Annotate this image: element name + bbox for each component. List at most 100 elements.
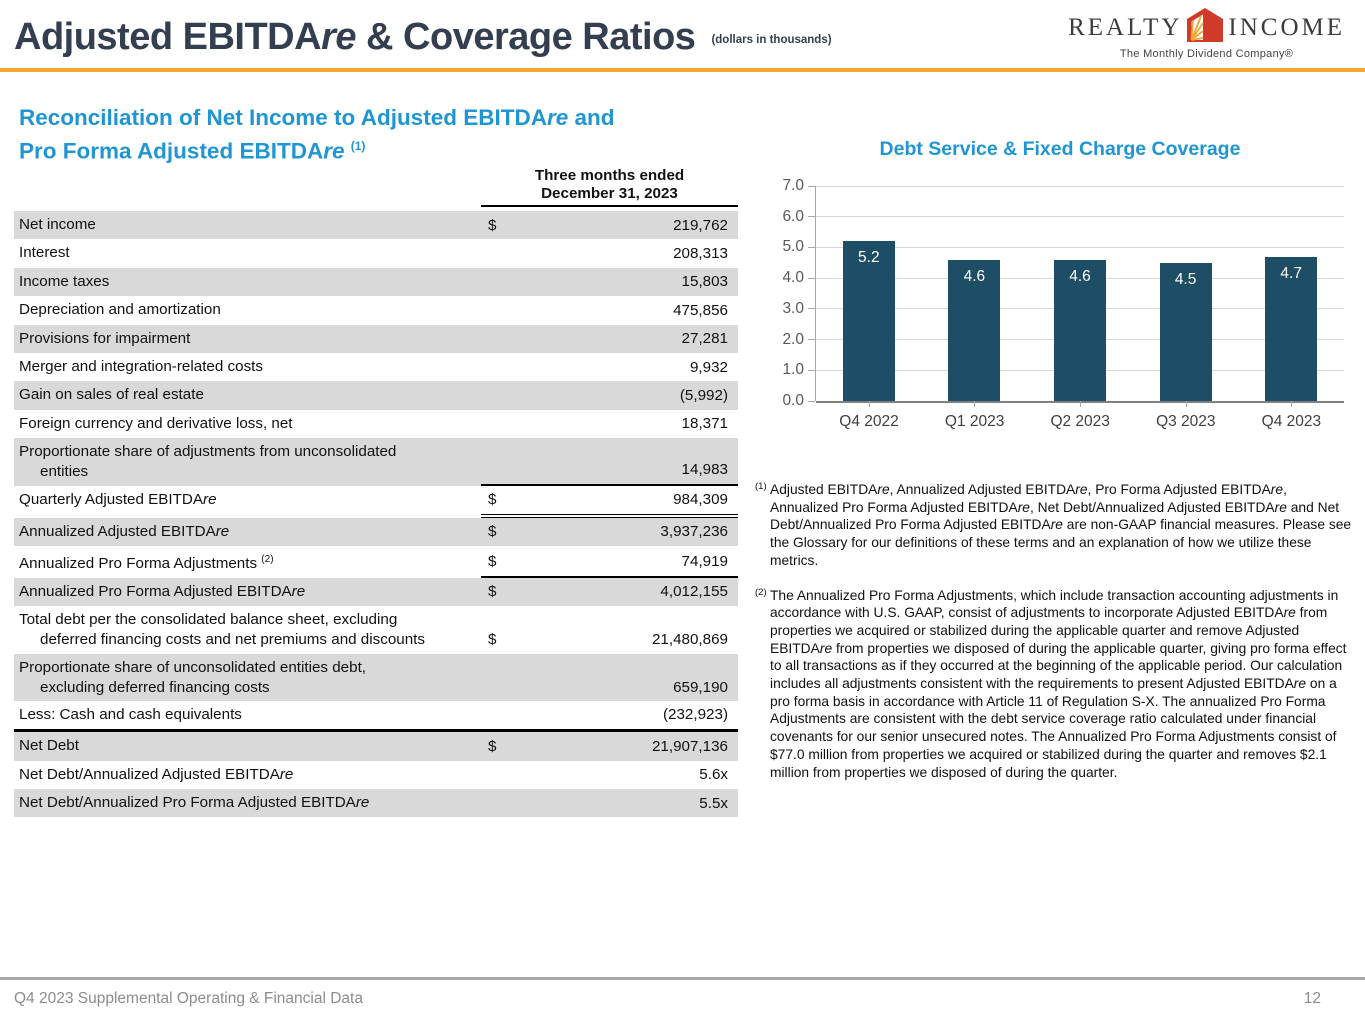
row-values: 27,281 xyxy=(481,325,738,353)
y-axis-label: 1.0 xyxy=(782,361,804,379)
column-header-line1: Three months ended xyxy=(534,167,685,184)
units-note: (dollars in thousands) xyxy=(711,34,832,46)
y-axis-label: 2.0 xyxy=(782,330,804,348)
footer-divider xyxy=(0,977,1365,980)
table-row: Depreciation and amortization 475,856 xyxy=(14,296,738,324)
row-label: Annualized Adjusted EBITDAre xyxy=(19,522,230,540)
x-axis-label: Q4 2022 xyxy=(839,413,899,430)
house-sunburst-icon xyxy=(1187,8,1224,47)
dollar-sign: $ xyxy=(488,583,497,601)
row-values: 475,856 xyxy=(481,296,738,324)
footer-document-title: Q4 2023 Supplemental Operating & Financi… xyxy=(14,990,363,1007)
dollar-sign: $ xyxy=(488,737,497,755)
logo-wordmark: REALTY INCOME xyxy=(1068,8,1345,47)
y-axis-label: 7.0 xyxy=(782,177,804,194)
logo-tagline: The Monthly Dividend Company® xyxy=(1119,48,1294,60)
section-heading-line1: Reconciliation of Net Income to Adjusted… xyxy=(19,105,615,130)
row-values: $21,480,869 xyxy=(481,606,738,654)
row-amount: 15,803 xyxy=(681,273,728,291)
row-values: $219,762 xyxy=(481,211,738,239)
footnote-marker: (1) xyxy=(755,481,767,492)
row-values: 18,371 xyxy=(481,410,738,438)
row-label: Total debt per the consolidated balance … xyxy=(19,611,425,648)
row-label: Depreciation and amortization xyxy=(19,301,221,319)
footnote-text: The Annualized Pro Forma Adjustments, wh… xyxy=(770,587,1347,780)
gridline xyxy=(816,185,1344,187)
y-axis-tick xyxy=(808,277,815,279)
row-amount: 208,313 xyxy=(673,244,728,262)
table-row: Quarterly Adjusted EBITDAre $984,309 xyxy=(14,486,738,518)
row-amount: 9,932 xyxy=(689,358,728,376)
row-label: Net Debt/Annualized Pro Forma Adjusted E… xyxy=(19,793,370,811)
row-amount: (5,992) xyxy=(679,386,728,404)
row-values: $4,012,155 xyxy=(481,578,738,606)
reconciliation-table-rows: Net income $219,762 Interest 208,313 Income … xyxy=(14,211,738,818)
x-axis-label: Q4 2023 xyxy=(1261,413,1322,430)
row-amount: 27,281 xyxy=(681,330,728,348)
table-row: Proportionate share of adjustments from … xyxy=(14,438,738,486)
dollar-sign: $ xyxy=(488,630,497,648)
column-header-line2: December 31, 2023 xyxy=(541,184,678,202)
table-row: Net Debt $21,907,136 xyxy=(14,732,738,761)
table-row: Net Debt/Annualized Adjusted EBITDAre 5.6… xyxy=(14,761,738,789)
row-amount: (232,923) xyxy=(662,706,728,724)
page-title-text: Adjusted EBITDAre & Coverage Ratios xyxy=(14,16,696,58)
row-amount: 475,856 xyxy=(673,301,728,319)
row-label: Income taxes xyxy=(19,272,110,290)
row-values: 208,313 xyxy=(481,239,738,267)
row-amount: 219,762 xyxy=(673,216,728,234)
y-axis-tick xyxy=(808,185,815,187)
logo-word-realty: REALTY xyxy=(1068,13,1183,41)
row-label: Merger and integration-related costs xyxy=(19,357,263,375)
row-amount: 21,907,136 xyxy=(651,737,728,755)
row-label: Annualized Pro Forma Adjustments (2) xyxy=(19,553,274,572)
table-row: Income taxes 15,803 xyxy=(14,267,738,297)
x-axis-label: Q3 2023 xyxy=(1156,413,1216,430)
chart-bar: 4.6 xyxy=(948,259,1001,401)
y-axis-tick xyxy=(808,246,815,248)
chart-bar: 4.6 xyxy=(1054,259,1106,401)
y-axis-line xyxy=(815,186,816,401)
row-label: Interest xyxy=(19,244,70,262)
realty-income-logo: REALTY INCOME The Monthly Dividend Compa… xyxy=(1068,8,1345,60)
table-row: Annualized Adjusted EBITDAre $3,937,236 xyxy=(14,517,738,546)
row-label: Net income xyxy=(19,216,96,233)
y-axis-tick xyxy=(808,216,815,218)
reconciliation-table: Three months ended December 31, 2023 Net… xyxy=(14,167,738,818)
chart-bar: 4.7 xyxy=(1265,256,1318,401)
gridline xyxy=(816,246,1344,248)
table-row: Foreign currency and derivative loss, ne… xyxy=(14,410,738,438)
y-axis-tick xyxy=(808,400,815,402)
header-accent-rule xyxy=(0,68,1365,72)
table-row: Proportionate share of unconsolidated en… xyxy=(14,653,738,702)
page-title: Adjusted EBITDAre & Coverage Ratios (doll… xyxy=(14,16,832,59)
dollar-sign: $ xyxy=(488,216,497,234)
row-amount: 14,983 xyxy=(681,460,728,478)
row-values: $74,919 xyxy=(481,546,738,578)
x-axis-tick xyxy=(868,401,870,407)
table-row: Gain on sales of real estate (5,992) xyxy=(14,381,738,410)
row-label: Gain on sales of real estate xyxy=(19,386,204,404)
y-axis-tick xyxy=(808,308,815,310)
row-amount: 21,480,869 xyxy=(651,630,728,648)
row-amount: 984,309 xyxy=(673,490,728,508)
table-row: Annualized Pro Forma Adjustments (2) $74,… xyxy=(14,546,738,578)
footnote: (2) The Annualized Pro Forma Adjustments,… xyxy=(755,587,1356,782)
table-row: Net income $219,762 xyxy=(14,211,738,240)
row-values: 659,190 xyxy=(481,654,738,702)
row-label: Net Debt/Annualized Adjusted EBITDAre xyxy=(19,765,294,783)
row-label: Foreign currency and derivative loss, ne… xyxy=(19,414,293,432)
chart-plot-area: 0.0 1.0 2.0 3.0 4.0 5.0 6.0 7.0 5.2 Q4 2022 4.6 Q1 … xyxy=(782,177,1344,430)
table-column-header: Three months ended December 31, 2023 xyxy=(481,167,738,207)
y-axis-label: 5.0 xyxy=(782,238,804,256)
section-heading-line2: Pro Forma Adjusted EBITDAre (1) xyxy=(19,138,366,164)
y-axis-label: 4.0 xyxy=(782,269,804,287)
logo-word-income: INCOME xyxy=(1228,13,1345,41)
row-values: 14,983 xyxy=(481,438,738,486)
row-values: 5.5x xyxy=(481,789,738,817)
table-row: Net Debt/Annualized Pro Forma Adjusted E… xyxy=(14,788,738,818)
row-amount: 74,919 xyxy=(681,552,728,570)
table-row: Provisions for impairment 27,281 xyxy=(14,324,738,353)
chart-bar: 5.2 xyxy=(842,241,895,401)
row-values: 15,803 xyxy=(481,268,738,296)
